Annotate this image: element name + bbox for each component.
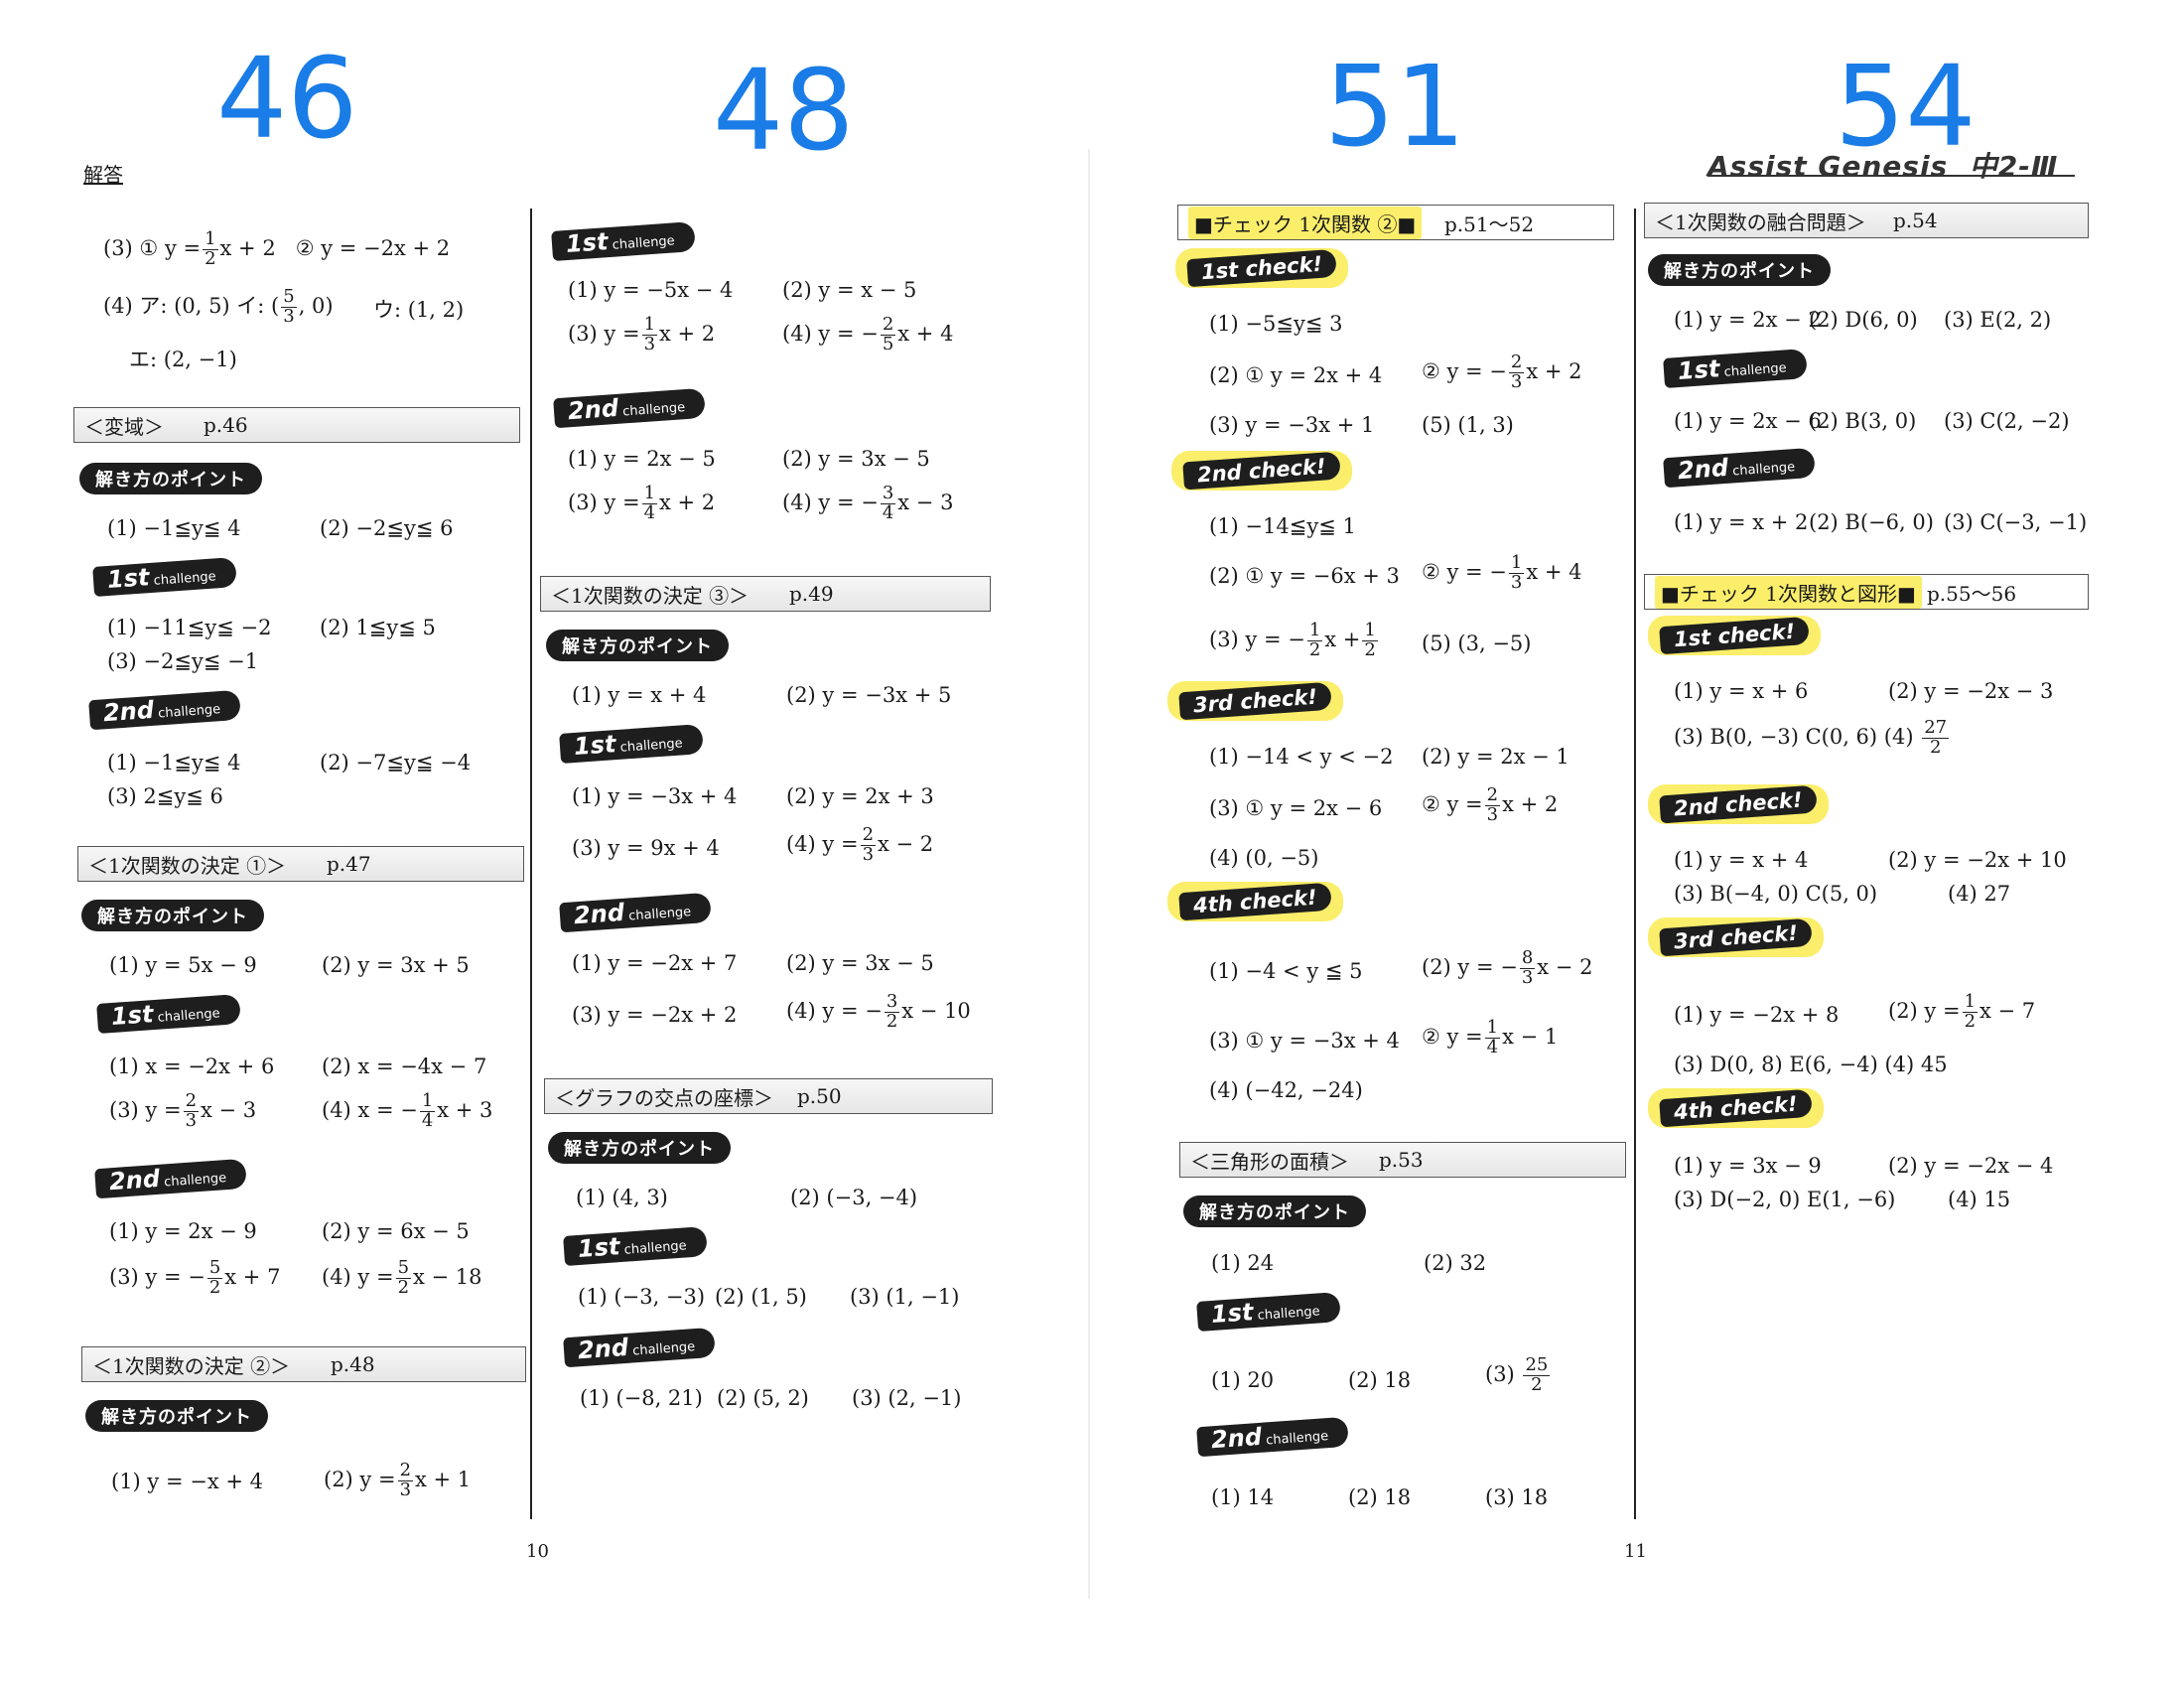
assist-genesis-logo: Assist Genesis 中2-Ⅲ (1707, 150, 2059, 183)
section-header-triangle-area: ＜三角形の面積＞ p.53 (1179, 1142, 1626, 1178)
first-challenge-badge: 1st challenge (96, 994, 241, 1034)
page-number-left: 10 (526, 1541, 549, 1562)
points-badge: 解き方のポイント (548, 1132, 731, 1164)
logo-underline (1707, 175, 2075, 177)
big-number-48: 48 (713, 47, 855, 176)
big-number-51: 51 (1324, 43, 1466, 172)
big-number-54: 54 (1835, 43, 1977, 172)
first-check-badge: 1st check! (1648, 616, 1822, 655)
third-check-badge: 3rd check! (1648, 917, 1824, 957)
fourth-check-badge: 4th check! (1167, 882, 1343, 921)
second-challenge-badge: 2nd challenge (1196, 1416, 1349, 1458)
column-divider-right (1634, 209, 1636, 1519)
third-check-badge: 3rd check! (1167, 681, 1343, 721)
points-badge: 解き方のポイント (546, 630, 729, 661)
second-challenge-badge: 2nd challenge (563, 1327, 716, 1368)
answer-heading: 解答 (83, 163, 123, 187)
second-challenge-badge: 2nd challenge (88, 689, 241, 731)
first-challenge-badge: 1st challenge (1196, 1292, 1341, 1332)
page-number-right: 11 (1624, 1541, 1647, 1562)
points-badge: 解き方のポイント (1183, 1196, 1366, 1227)
big-number-46: 46 (216, 35, 358, 164)
second-challenge-badge: 2nd challenge (553, 387, 706, 429)
section-header-graph-intersection: ＜グラフの交点の座標＞ p.50 (544, 1078, 993, 1114)
section-header-check-2: ■チェック 1次関数 ②■ p.51～52 (1177, 205, 1614, 240)
first-challenge-badge: 1st challenge (559, 724, 704, 764)
fourth-check-badge: 4th check! (1648, 1088, 1824, 1128)
first-challenge-badge: 1st challenge (1663, 349, 1808, 388)
column-divider-left (530, 209, 532, 1519)
section-header-check-figures: ■チェック 1次関数と図形■ p.55～56 (1644, 574, 2089, 610)
points-badge: 解き方のポイント (1648, 254, 1831, 286)
section-header-hen-iki: ＜変域＞ p.46 (73, 407, 520, 443)
second-check-badge: 2nd check! (1171, 451, 1352, 491)
points-badge: 解き方のポイント (85, 1400, 268, 1432)
second-challenge-badge: 2nd challenge (94, 1158, 247, 1199)
second-challenge-badge: 2nd challenge (1663, 447, 1816, 489)
first-challenge-badge: 1st challenge (92, 557, 237, 597)
first-check-badge: 1st check! (1175, 248, 1349, 288)
section-header-kettei-1: ＜1次関数の決定 ①＞ p.47 (77, 846, 524, 882)
section-header-fusion-problems: ＜1次関数の融合問題＞ p.54 (1644, 203, 2089, 238)
points-badge: 解き方のポイント (81, 900, 264, 931)
second-challenge-badge: 2nd challenge (559, 892, 712, 933)
section-header-kettei-3: ＜1次関数の決定 ③＞ p.49 (540, 576, 991, 612)
page-gutter (1088, 149, 1090, 1599)
first-challenge-badge: 1st challenge (563, 1226, 708, 1266)
second-check-badge: 2nd check! (1648, 784, 1829, 824)
first-challenge-badge: 1st challenge (551, 221, 696, 261)
points-badge: 解き方のポイント (79, 463, 262, 494)
section-header-kettei-2: ＜1次関数の決定 ②＞ p.48 (81, 1346, 526, 1382)
